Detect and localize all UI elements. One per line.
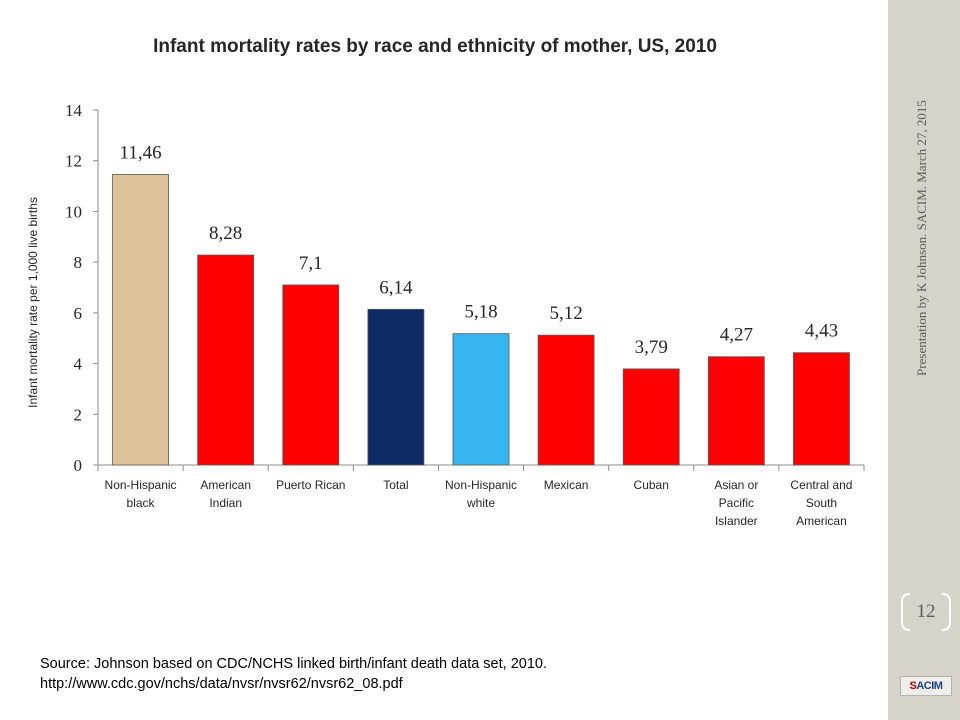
page-number-badge: 12 — [900, 592, 952, 632]
bar — [452, 333, 510, 466]
x-category-label-line: Total — [383, 478, 408, 492]
x-category-label-line: Islander — [715, 514, 758, 528]
source-text: Source: Johnson based on CDC/NCHS linked… — [40, 656, 547, 672]
sacim-logo: SACIM — [900, 676, 952, 696]
x-category-label-line: American — [796, 514, 847, 528]
slide-sidebar — [888, 0, 960, 720]
x-category-label-line: Puerto Rican — [276, 478, 345, 492]
x-category-label-line: white — [466, 496, 495, 510]
x-category-label: Central and South American — [790, 478, 852, 528]
y-tick-label: 12 — [65, 152, 82, 171]
x-category-label-line: black — [127, 496, 156, 510]
bar-value-label: 11,46 — [120, 142, 162, 163]
x-category-label: American Indian — [200, 478, 251, 510]
bar — [622, 368, 680, 466]
x-category-label-line: Pacific — [719, 496, 754, 510]
x-category-label: Non-Hispanic white — [445, 478, 517, 510]
x-category-label: Non-Hispanic black — [105, 478, 177, 510]
bar-chart: 0 2 4 6 8 10 12 14 Infant mortality rate per 1,0… — [26, 101, 865, 528]
x-category-label: Total — [383, 478, 408, 492]
bar-value-label: 8,28 — [209, 223, 242, 244]
bar-value-label: 4,27 — [720, 325, 753, 346]
y-tick-label: 8 — [74, 253, 83, 272]
bar — [282, 284, 340, 466]
bar — [367, 308, 425, 466]
bar-value-label: 5,18 — [464, 302, 497, 323]
x-category-label-line: Mexican — [544, 478, 589, 492]
y-tick-label: 10 — [65, 202, 82, 221]
y-tick-label: 2 — [74, 405, 83, 424]
x-category-label-line: Non-Hispanic — [105, 478, 177, 492]
bar — [793, 352, 850, 466]
x-category-label-line: Indian — [209, 496, 242, 510]
y-tick-label: 14 — [65, 101, 83, 120]
x-category-label-line: Asian or — [714, 478, 758, 492]
x-category-label-line: Non-Hispanic — [445, 478, 517, 492]
source-note: Source: Johnson based on CDC/NCHS linked… — [40, 654, 547, 694]
x-category-label-line: Central and — [790, 478, 852, 492]
y-tick-label: 0 — [74, 456, 83, 475]
x-category-label: Asian or Pacific Islander — [714, 478, 758, 528]
page-number-brackets — [901, 593, 951, 631]
y-tick-label: 6 — [74, 304, 83, 323]
bar — [112, 174, 169, 466]
bar-value-label: 5,12 — [549, 303, 582, 324]
page-number: 12 — [916, 601, 936, 622]
x-category-label-line: Cuban — [634, 478, 669, 492]
x-category-label: Mexican — [544, 478, 589, 492]
bar-value-label: 3,79 — [635, 337, 668, 358]
source-url[interactable]: http://www.cdc.gov/nchs/data/nvsr/nvsr62… — [40, 676, 403, 692]
bar-value-label: 6,14 — [379, 277, 413, 298]
x-category-label-line: American — [200, 478, 251, 492]
y-tick-label: 4 — [74, 355, 83, 374]
bar — [197, 254, 255, 466]
bar — [537, 334, 595, 466]
x-category-label: Puerto Rican — [276, 478, 345, 492]
bar-value-label: 7,1 — [299, 253, 323, 274]
y-axis-title: Infant mortality rate per 1,000 live bir… — [26, 197, 40, 408]
presentation-caption: Presentation by K Johnson. SACIM. March … — [914, 100, 929, 376]
chart-title: Infant mortality rates by race and ethni… — [153, 36, 717, 57]
x-category-label: Cuban — [634, 478, 669, 492]
bar — [707, 356, 765, 466]
sacim-logo-text: SACIM — [909, 680, 943, 692]
bar-value-label: 4,43 — [805, 321, 838, 342]
x-category-label-line: South — [806, 496, 837, 510]
